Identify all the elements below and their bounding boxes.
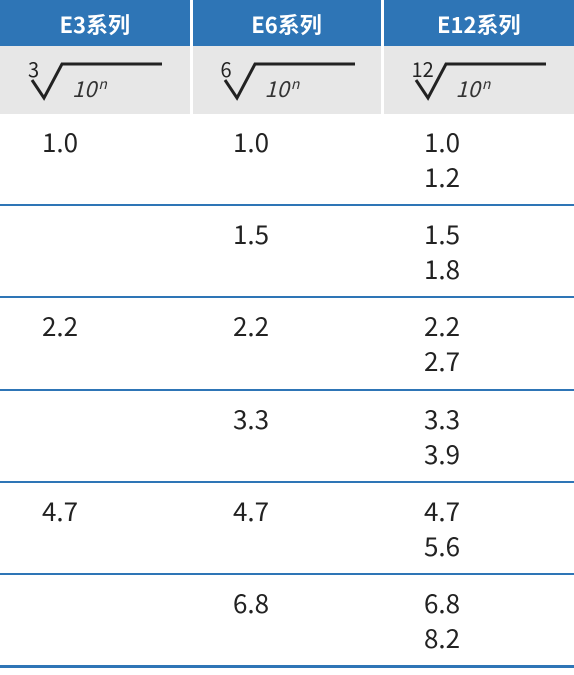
radicand-exp: n (96, 74, 107, 94)
cell-e3: 4.7 (0, 482, 191, 574)
cell-e3: 1.0 (0, 114, 191, 205)
col-header-e12: E12系列 (382, 0, 574, 46)
cell-e3 (0, 574, 191, 667)
cell-e12-a: 2.2 (424, 308, 574, 343)
cell-e12-a: 1.0 (424, 124, 574, 159)
table-header-row: E3系列 E6系列 E12系列 (0, 0, 574, 46)
cell-e12-b: 1.8 (424, 251, 574, 286)
cell-e3 (0, 205, 191, 297)
cell-e12-b: 8.2 (424, 620, 574, 655)
cell-e12-a: 3.3 (424, 401, 574, 436)
radicand-base: 10 (265, 72, 289, 104)
radicand-base: 10 (72, 72, 96, 104)
radicand-exp: n (480, 74, 491, 94)
cell-e12: 3.3 3.9 (382, 390, 574, 482)
cell-e12: 1.0 1.2 (382, 114, 574, 205)
cell-e12-b: 2.7 (424, 343, 574, 378)
radicand: 10n (456, 72, 491, 104)
cell-e12-a: 6.8 (424, 585, 574, 620)
nth-root-formula: 6 10n (221, 58, 381, 102)
cell-e12: 6.8 8.2 (382, 574, 574, 667)
table-row: 1.5 1.5 1.8 (0, 205, 574, 297)
table-row: 6.8 6.8 8.2 (0, 574, 574, 667)
cell-e3 (0, 390, 191, 482)
table-row: 4.7 4.7 4.7 5.6 (0, 482, 574, 574)
cell-e6: 6.8 (191, 574, 382, 667)
cell-e12: 1.5 1.8 (382, 205, 574, 297)
cell-e12: 2.2 2.7 (382, 297, 574, 389)
table-row: 1.0 1.0 1.0 1.2 (0, 114, 574, 205)
cell-e6: 1.5 (191, 205, 382, 297)
col-header-e3: E3系列 (0, 0, 191, 46)
cell-e3: 2.2 (0, 297, 191, 389)
cell-e12-a: 4.7 (424, 493, 574, 528)
formula-cell-e3: 3 10n (0, 46, 191, 114)
cell-e12-b: 1.2 (424, 159, 574, 194)
cell-e6: 3.3 (191, 390, 382, 482)
formula-cell-e6: 6 10n (191, 46, 382, 114)
cell-e12-a: 1.5 (424, 216, 574, 251)
table-row: 3.3 3.3 3.9 (0, 390, 574, 482)
cell-e12-b: 3.9 (424, 436, 574, 471)
cell-e6: 2.2 (191, 297, 382, 389)
cell-e12: 4.7 5.6 (382, 482, 574, 574)
radicand-base: 10 (456, 72, 480, 104)
radicand: 10n (265, 72, 300, 104)
radicand-exp: n (289, 74, 300, 94)
formula-cell-e12: 12 10n (382, 46, 574, 114)
radicand: 10n (72, 72, 107, 104)
cell-e12-b: 5.6 (424, 528, 574, 563)
cell-e6: 1.0 (191, 114, 382, 205)
formula-row: 3 10n 6 10n (0, 46, 574, 114)
e-series-table: E3系列 E6系列 E12系列 3 10n 6 (0, 0, 574, 668)
cell-e6: 4.7 (191, 482, 382, 574)
nth-root-formula: 3 10n (28, 58, 190, 102)
col-header-e6: E6系列 (191, 0, 382, 46)
table-row: 2.2 2.2 2.2 2.7 (0, 297, 574, 389)
nth-root-formula: 12 10n (412, 58, 574, 102)
